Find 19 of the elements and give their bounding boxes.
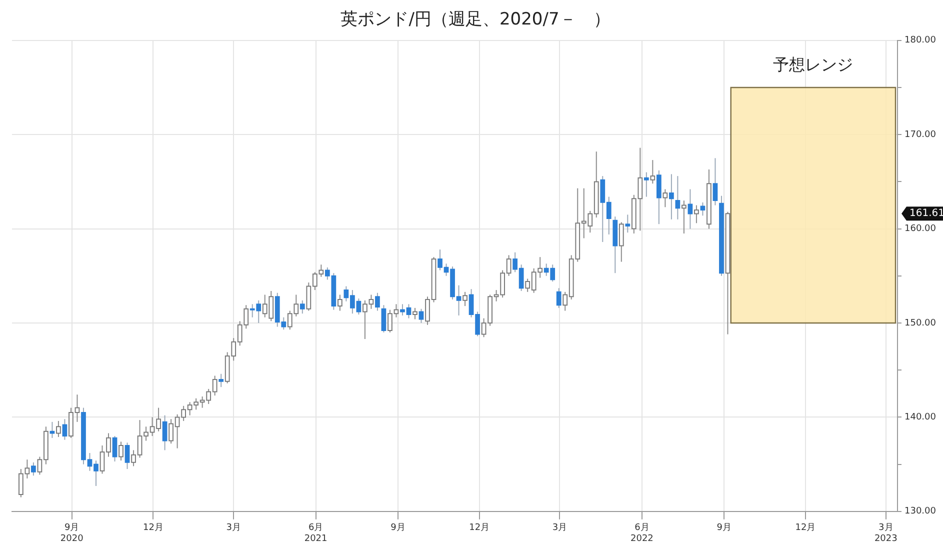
y-tick-label: 150.00	[904, 318, 936, 328]
band-label: 予想レンジ	[773, 55, 854, 74]
x-tick-label: 12月	[142, 523, 164, 534]
x-tick-label: 9月	[390, 523, 406, 534]
y-tick-label: 140.00	[904, 412, 936, 423]
y-tick-label: 170.00	[904, 130, 936, 140]
x-tick-label: 6月 2022	[630, 523, 654, 544]
x-tick-label: 12月	[469, 523, 490, 534]
x-tick-label: 6月 2021	[304, 523, 328, 544]
x-tick-label: 3月 2023	[874, 523, 898, 544]
x-tick-label: 9月	[716, 523, 732, 534]
y-tick-label: 130.00	[904, 506, 936, 517]
y-tick-label: 160.00	[904, 224, 936, 234]
y-tick-label: 180.00	[904, 36, 936, 46]
x-tick-label: 9月 2020	[60, 523, 84, 544]
x-tick-label: 3月	[226, 523, 241, 534]
chart-title: 英ポンド/円（週足、2020/7－ ）	[340, 10, 610, 30]
x-tick-label: 12月	[795, 523, 816, 534]
x-tick-label: 3月	[552, 523, 568, 534]
